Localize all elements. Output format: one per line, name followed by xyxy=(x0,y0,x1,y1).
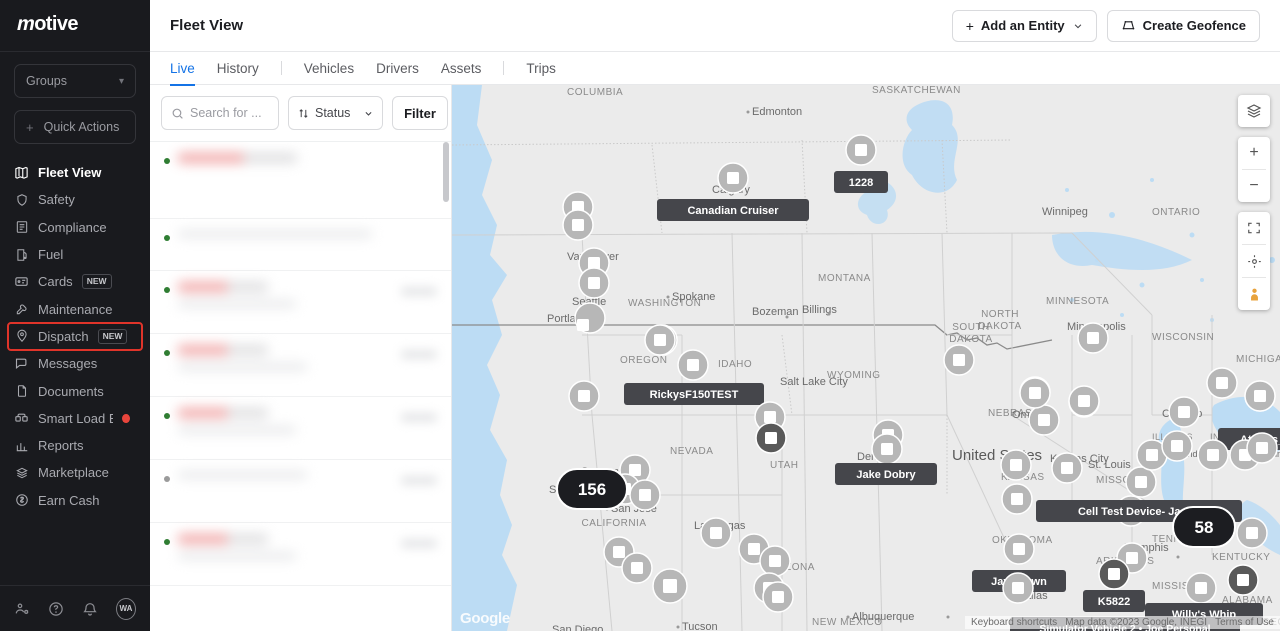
svg-text:1228: 1228 xyxy=(849,177,873,189)
svg-text:156: 156 xyxy=(578,480,606,499)
svg-text:St. Louis: St. Louis xyxy=(1088,459,1131,471)
svg-text:Canadian Cruiser: Canadian Cruiser xyxy=(687,205,779,217)
svg-text:Winnipeg: Winnipeg xyxy=(1042,206,1088,218)
svg-text:Spokane: Spokane xyxy=(672,291,715,303)
svg-text:SOUTH: SOUTH xyxy=(952,322,990,333)
svg-text:Tucson: Tucson xyxy=(682,621,718,631)
svg-text:CALIFORNIA: CALIFORNIA xyxy=(581,518,646,529)
svg-text:OREGON: OREGON xyxy=(620,355,667,366)
svg-text:IDAHO: IDAHO xyxy=(718,359,752,370)
svg-text:NEVADA: NEVADA xyxy=(670,446,713,457)
svg-text:KENTUCKY: KENTUCKY xyxy=(1212,552,1270,563)
svg-text:MINNESOTA: MINNESOTA xyxy=(1046,296,1109,307)
svg-text:NORTH: NORTH xyxy=(981,309,1019,320)
svg-text:RickysF150TEST: RickysF150TEST xyxy=(650,389,739,401)
svg-text:Jake Dobry: Jake Dobry xyxy=(856,469,916,481)
svg-text:ONTARIO: ONTARIO xyxy=(1152,207,1200,218)
svg-text:UTAH: UTAH xyxy=(770,460,798,471)
svg-text:K5822: K5822 xyxy=(1098,596,1130,608)
svg-text:MONTANA: MONTANA xyxy=(818,273,871,284)
svg-text:DAKOTA: DAKOTA xyxy=(949,334,992,345)
svg-text:MICHIGAN: MICHIGAN xyxy=(1236,354,1280,365)
svg-text:58: 58 xyxy=(1195,518,1214,537)
svg-text:SASKATCHEWAN: SASKATCHEWAN xyxy=(872,85,961,96)
svg-text:Bozeman: Bozeman xyxy=(752,306,798,318)
svg-text:Albuquerque: Albuquerque xyxy=(852,611,914,623)
svg-text:Edmonton: Edmonton xyxy=(752,106,802,118)
svg-text:COLUMBIA: COLUMBIA xyxy=(567,87,623,98)
svg-text:San Diego: San Diego xyxy=(552,624,603,631)
svg-text:Billings: Billings xyxy=(802,304,837,316)
svg-text:Salt Lake City: Salt Lake City xyxy=(780,376,848,388)
svg-text:WISCONSIN: WISCONSIN xyxy=(1152,332,1214,343)
